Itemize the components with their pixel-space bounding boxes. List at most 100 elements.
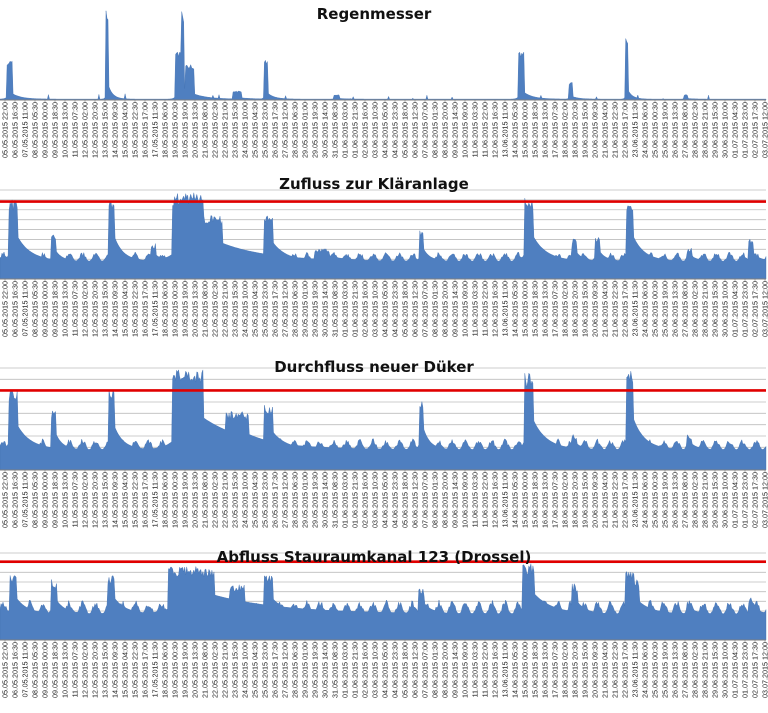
series-area xyxy=(0,10,767,101)
x-tick-label: 27.05.2015 12:00 xyxy=(281,102,290,158)
x-tick-label: 11.06.2015 03:30 xyxy=(471,472,480,527)
x-tick-label: 23.06.2015 11:30 xyxy=(631,102,640,157)
x-tick-label: 01.06.2015 21:30 xyxy=(351,472,360,528)
x-tick-label: 18.05.2015 06:00 xyxy=(161,472,170,528)
x-tick-label: 29.05.2015 01:00 xyxy=(301,281,310,337)
x-tick-label: 28.06.2015 02:30 xyxy=(691,102,700,158)
x-tick-label: 02.07.2015 17:30 xyxy=(751,472,760,528)
x-tick-label: 19.05.2015 19:00 xyxy=(181,642,190,698)
x-tick-label: 17.05.2015 11:30 xyxy=(151,102,160,157)
x-tick-label: 10.06.2015 09:00 xyxy=(461,102,470,158)
x-tick-label: 01.07.2015 23:00 xyxy=(741,472,750,528)
x-tick-label: 18.06.2015 02:00 xyxy=(561,642,570,698)
x-tick-label: 05.05.2015 22:00 xyxy=(1,472,10,528)
x-tick-label: 06.05.2015 16:30 xyxy=(11,472,20,528)
x-tick-label: 28.05.2015 06:30 xyxy=(291,472,300,528)
x-tick-label: 16.05.2015 17:00 xyxy=(141,642,150,698)
x-tick-label: 14.06.2015 05:30 xyxy=(511,472,520,528)
x-tick-label: 13.05.2015 15:00 xyxy=(101,642,110,698)
x-tick-label: 24.06.2015 06:00 xyxy=(641,472,650,528)
x-tick-label: 06.05.2015 16:30 xyxy=(11,642,20,698)
x-tick-label: 08.06.2015 01:30 xyxy=(431,281,440,337)
x-tick-label: 12.05.2015 02:00 xyxy=(81,642,90,698)
x-tick-label: 28.06.2015 21:00 xyxy=(701,102,710,158)
x-tick-label: 13.06.2015 11:00 xyxy=(501,102,510,157)
x-tick-label: 20.05.2015 13:30 xyxy=(191,281,200,337)
x-tick-label: 19.05.2015 00:30 xyxy=(171,642,180,698)
x-tick-label: 01.06.2015 03:00 xyxy=(341,102,350,158)
x-tick-label: 25.05.2015 04:30 xyxy=(251,281,260,337)
x-tick-label: 09.05.2015 18:30 xyxy=(51,102,60,158)
x-tick-label: 19.05.2015 19:00 xyxy=(181,102,190,158)
x-tick-label: 19.05.2015 00:30 xyxy=(171,102,180,158)
x-tick-label: 30.06.2015 10:00 xyxy=(721,102,730,158)
chart-title: Durchfluss neuer Düker xyxy=(274,358,474,376)
x-tick-labels: 05.05.2015 22:00 06.05.2015 16:30 07.05.20… xyxy=(1,100,768,158)
x-tick-label: 14.06.2015 05:30 xyxy=(511,281,520,337)
x-tick-label: 21.06.2015 22:30 xyxy=(611,642,620,698)
x-tick-label: 22.05.2015 21:00 xyxy=(221,281,230,337)
x-tick-label: 07.06.2015 07:00 xyxy=(421,281,430,337)
x-tick-label: 02.07.2015 17:30 xyxy=(751,642,760,698)
x-tick-label: 18.05.2015 06:00 xyxy=(161,102,170,158)
x-tick-label: 28.06.2015 21:00 xyxy=(701,642,710,698)
x-tick-label: 29.06.2015 15:30 xyxy=(711,102,720,158)
x-tick-label: 22.06.2015 17:00 xyxy=(621,281,630,337)
x-tick-label: 19.05.2015 00:30 xyxy=(171,281,180,337)
x-tick-label: 09.05.2015 00:00 xyxy=(41,642,50,698)
x-tick-label: 04.06.2015 23:30 xyxy=(391,281,400,337)
x-tick-label: 22.06.2015 17:00 xyxy=(621,102,630,158)
x-tick-label: 16.06.2015 13:00 xyxy=(541,642,550,698)
x-tick-label: 21.05.2015 08:00 xyxy=(201,102,210,158)
x-tick-label: 08.05.2015 05:30 xyxy=(31,472,40,528)
x-tick-label: 07.06.2015 07:00 xyxy=(421,472,430,528)
x-tick-label: 21.06.2015 04:00 xyxy=(601,102,610,158)
x-tick-label: 04.06.2015 05:00 xyxy=(381,472,390,528)
x-tick-label: 01.06.2015 03:00 xyxy=(341,281,350,337)
x-tick-label: 13.05.2015 15:00 xyxy=(101,472,110,528)
x-tick-label: 14.05.2015 09:30 xyxy=(111,472,120,528)
x-tick-label: 19.05.2015 19:00 xyxy=(181,472,190,528)
x-tick-label: 17.06.2015 07:30 xyxy=(551,102,560,158)
x-tick-label: 27.05.2015 12:00 xyxy=(281,472,290,528)
x-tick-label: 11.05.2015 07:30 xyxy=(71,472,80,527)
x-tick-label: 31.05.2015 08:30 xyxy=(331,642,340,698)
x-tick-label: 10.06.2015 09:00 xyxy=(461,472,470,528)
x-tick-label: 31.05.2015 08:30 xyxy=(331,472,340,528)
x-tick-label: 29.06.2015 15:30 xyxy=(711,281,720,337)
x-tick-label: 06.06.2015 12:30 xyxy=(411,102,420,158)
x-tick-label: 12.05.2015 02:00 xyxy=(81,281,90,337)
x-tick-label: 28.05.2015 06:30 xyxy=(291,281,300,337)
x-tick-label: 28.06.2015 02:30 xyxy=(691,472,700,528)
x-tick-label: 15.05.2015 22:30 xyxy=(131,102,140,158)
x-tick-label: 28.06.2015 21:00 xyxy=(701,472,710,528)
x-tick-label: 07.06.2015 07:00 xyxy=(421,642,430,698)
x-tick-label: 25.05.2015 23:00 xyxy=(261,281,270,337)
x-tick-label: 10.05.2015 13:00 xyxy=(61,281,70,337)
x-tick-label: 07.05.2015 11:00 xyxy=(21,281,30,336)
x-tick-label: 15.06.2015 18:30 xyxy=(531,102,540,158)
x-tick-label: 21.05.2015 08:00 xyxy=(201,281,210,337)
x-tick-label: 21.05.2015 08:00 xyxy=(201,642,210,698)
x-tick-label: 12.06.2015 16:30 xyxy=(491,102,500,158)
x-tick-label: 09.05.2015 00:00 xyxy=(41,102,50,158)
x-tick-label: 16.06.2015 13:00 xyxy=(541,281,550,337)
x-tick-label: 03.07.2015 12:00 xyxy=(761,281,768,337)
series-area xyxy=(0,369,767,471)
x-tick-label: 21.06.2015 22:30 xyxy=(611,281,620,337)
x-tick-label: 04.06.2015 23:30 xyxy=(391,102,400,158)
x-tick-label: 21.06.2015 22:30 xyxy=(611,472,620,528)
x-tick-label: 11.06.2015 03:30 xyxy=(471,281,480,336)
x-tick-label: 24.05.2015 10:00 xyxy=(241,281,250,337)
x-tick-label: 06.06.2015 12:30 xyxy=(411,642,420,698)
x-tick-label: 25.06.2015 00:30 xyxy=(651,281,660,337)
x-tick-label: 25.06.2015 19:00 xyxy=(661,642,670,698)
x-tick-label: 03.07.2015 12:00 xyxy=(761,472,768,528)
x-tick-label: 31.05.2015 08:30 xyxy=(331,102,340,158)
x-tick-label: 08.06.2015 20:00 xyxy=(441,281,450,337)
x-tick-label: 15.06.2015 00:00 xyxy=(521,281,530,337)
x-tick-label: 06.05.2015 16:30 xyxy=(11,281,20,337)
x-tick-labels: 05.05.2015 22:00 06.05.2015 16:30 07.05.20… xyxy=(1,470,768,528)
x-tick-label: 13.06.2015 11:00 xyxy=(501,281,510,336)
x-tick-label: 30.06.2015 10:00 xyxy=(721,281,730,337)
